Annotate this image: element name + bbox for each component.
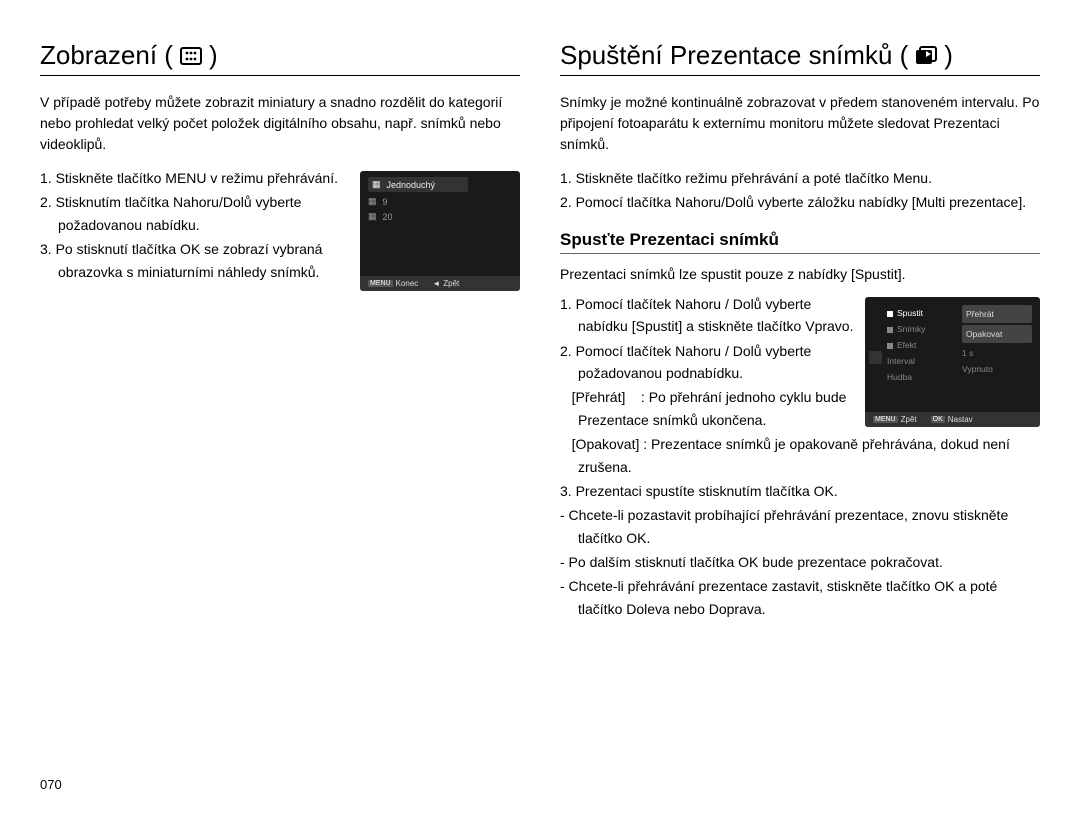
row-label: 9 bbox=[383, 197, 388, 207]
menu-item: Snímky bbox=[887, 321, 947, 337]
right-title-close: ) bbox=[944, 40, 953, 71]
left-column: Zobrazení ( ) V případě potřeby můžete z… bbox=[40, 40, 520, 794]
menu-item: Efekt bbox=[887, 337, 947, 353]
row-label: Jednoduchý bbox=[387, 180, 436, 190]
step-item: - Chcete-li pozastavit probíhající přehr… bbox=[560, 504, 1040, 549]
ok-badge-icon: OK bbox=[931, 416, 945, 423]
left-content: ▦ Jednoduchý ▦ 9 ▦ 20 MENUKonec ◄Zpět bbox=[40, 167, 520, 291]
thumbnail-menu-screenshot: ▦ Jednoduchý ▦ 9 ▦ 20 MENUKonec ◄Zpět bbox=[360, 171, 520, 291]
screenshot-a-footer: MENUKonec ◄Zpět bbox=[360, 276, 520, 291]
right-section-title: Spuštění Prezentace snímků ( ) bbox=[560, 40, 1040, 76]
screenshot-b-footer: MENUZpět OKNastav bbox=[865, 412, 1040, 427]
slideshow-menu-screenshot: Spustit Snímky Efekt Interval Hudba Přeh… bbox=[865, 297, 1040, 427]
menu-badge-icon: MENU bbox=[873, 416, 898, 423]
footer-item: OKNastav bbox=[931, 415, 973, 424]
menu-badge-icon: MENU bbox=[368, 280, 393, 287]
grid-small-icon: ▦ bbox=[368, 196, 377, 207]
slideshow-side-icon bbox=[869, 351, 882, 364]
step-item: 1. Stiskněte tlačítko režimu přehrávání … bbox=[560, 167, 1040, 189]
right-content: Spustit Snímky Efekt Interval Hudba Přeh… bbox=[560, 293, 1040, 622]
grid-icon bbox=[179, 46, 203, 66]
footer-item: MENUKonec bbox=[368, 279, 418, 288]
page-number: 070 bbox=[40, 777, 62, 792]
menu-item: Interval bbox=[887, 353, 947, 369]
manual-page: Zobrazení ( ) V případě potřeby můžete z… bbox=[0, 0, 1080, 814]
grid-small-icon: ▦ bbox=[372, 179, 381, 190]
footer-label: Zpět bbox=[443, 279, 459, 288]
footer-label: Konec bbox=[396, 279, 419, 288]
footer-label: Zpět bbox=[901, 415, 917, 424]
screenshot-a-row: ▦ Jednoduchý bbox=[368, 177, 468, 192]
right-title-text: Spuštění Prezentace snímků ( bbox=[560, 40, 908, 71]
screenshot-a-panel: ▦ Jednoduchý ▦ 9 ▦ 20 bbox=[368, 177, 468, 224]
menu-item: Spustit bbox=[887, 305, 947, 321]
right-subheading: Spusťte Prezentaci snímků bbox=[560, 230, 1040, 254]
screenshot-a-row: ▦ 9 bbox=[368, 194, 468, 209]
screenshot-b-leftcol: Spustit Snímky Efekt Interval Hudba bbox=[887, 305, 947, 386]
left-intro: V případě potřeby můžete zobrazit miniat… bbox=[40, 92, 520, 155]
right-intro: Snímky je možné kontinuálně zobrazovat v… bbox=[560, 92, 1040, 155]
menu-value: Opakovat bbox=[962, 325, 1032, 343]
footer-item: ◄Zpět bbox=[432, 279, 459, 288]
grid-small-icon: ▦ bbox=[368, 211, 377, 222]
screenshot-b-rightcol: Přehrát Opakovat 1 s Vypnuto bbox=[962, 305, 1032, 378]
left-title-close: ) bbox=[209, 40, 218, 71]
left-arrow-icon: ◄ bbox=[432, 279, 440, 288]
left-section-title: Zobrazení ( ) bbox=[40, 40, 520, 76]
right-subintro: Prezentaci snímků lze spustit pouze z na… bbox=[560, 264, 1040, 285]
footer-label: Nastav bbox=[948, 415, 973, 424]
row-label: 20 bbox=[383, 212, 393, 222]
step-item: [Opakovat] : Prezentace snímků je opakov… bbox=[560, 433, 1040, 478]
screenshot-a-row: ▦ 20 bbox=[368, 209, 468, 224]
slideshow-icon bbox=[914, 46, 938, 66]
right-column: Spuštění Prezentace snímků ( ) Snímky je… bbox=[560, 40, 1040, 794]
step-item: - Po dalším stisknutí tlačítka OK bude p… bbox=[560, 551, 1040, 573]
menu-value: Přehrát bbox=[962, 305, 1032, 323]
menu-item: Hudba bbox=[887, 369, 947, 385]
menu-value: 1 s bbox=[962, 345, 1032, 361]
step-item: - Chcete-li přehrávání prezentace zastav… bbox=[560, 575, 1040, 620]
menu-value: Vypnuto bbox=[962, 361, 1032, 377]
footer-item: MENUZpět bbox=[873, 415, 917, 424]
step-item: 2. Pomocí tlačítka Nahoru/Dolů vyberte z… bbox=[560, 191, 1040, 213]
right-steps-top: 1. Stiskněte tlačítko režimu přehrávání … bbox=[560, 167, 1040, 214]
left-title-text: Zobrazení ( bbox=[40, 40, 173, 71]
step-item: 3. Prezentaci spustíte stisknutím tlačít… bbox=[560, 480, 1040, 502]
